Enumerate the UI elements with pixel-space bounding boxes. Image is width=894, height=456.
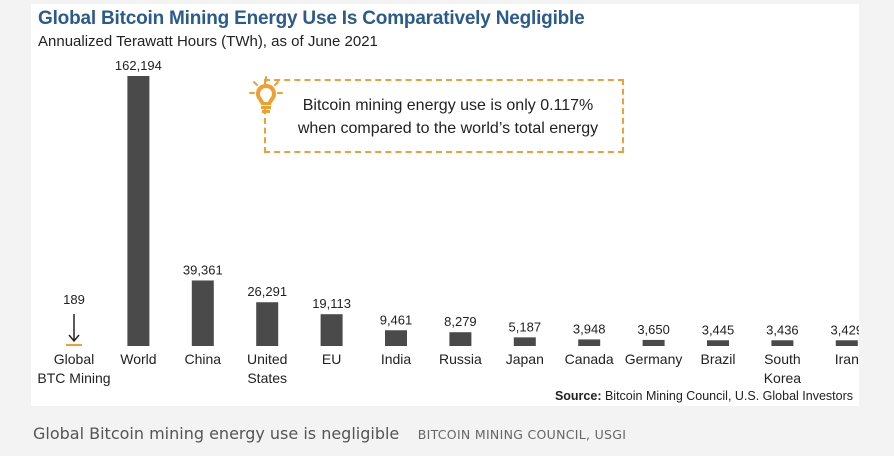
category-label: Canada	[565, 351, 614, 367]
callout-line-2: when compared to the world’s total energ…	[297, 120, 599, 137]
callout-text: Bitcoin mining energy use is only 0.117%…	[278, 94, 618, 140]
callout-box: Bitcoin mining energy use is only 0.117%…	[249, 76, 624, 153]
category-label: EU	[322, 351, 341, 367]
category-label: South	[764, 351, 801, 367]
category-label: Iran	[835, 351, 859, 367]
pointer-arrow-head	[68, 334, 80, 343]
value-label: 3,650	[637, 322, 670, 337]
value-label: 19,113	[312, 296, 351, 311]
chart-subtitle: Annualized Terawatt Hours (TWh), as of J…	[38, 33, 378, 50]
bar	[771, 340, 794, 346]
value-label: 189	[63, 292, 85, 307]
category-label: United	[247, 351, 287, 367]
bar	[256, 302, 279, 346]
value-label: 9,461	[380, 312, 413, 327]
bar	[191, 280, 214, 346]
caption-credit: BITCOIN MINING COUNCIL, USGI	[417, 427, 627, 442]
category-label: Russia	[439, 351, 482, 367]
category-label: BTC Mining	[37, 370, 110, 386]
caption-text: Global Bitcoin mining energy use is negl…	[33, 424, 400, 443]
bar	[127, 76, 150, 346]
lightbulb-icon	[249, 76, 283, 113]
category-label: China	[185, 351, 222, 367]
category-label: States	[247, 370, 287, 386]
category-label: Germany	[625, 351, 683, 367]
value-label: 5,187	[509, 319, 542, 334]
bar	[385, 330, 407, 346]
value-label: 3,445	[702, 322, 735, 337]
value-label: 8,279	[444, 314, 477, 329]
bar	[578, 339, 601, 346]
category-label: India	[381, 351, 412, 367]
source-text: Bitcoin Mining Council, U.S. Global Inve…	[604, 389, 853, 403]
value-label: 3,948	[573, 321, 606, 336]
bar	[320, 314, 343, 346]
value-label: 3,429	[831, 322, 859, 337]
bar	[513, 337, 536, 346]
category-label: Japan	[506, 351, 544, 367]
bar	[707, 340, 729, 346]
category-label: World	[120, 351, 156, 367]
chart-figure: Global Bitcoin Mining Energy Use Is Comp…	[31, 4, 859, 406]
value-label: 162,194	[115, 58, 162, 73]
category-label: Global	[54, 351, 94, 367]
bar	[642, 339, 665, 346]
value-label: 26,291	[247, 284, 287, 299]
image-caption: Global Bitcoin mining energy use is negl…	[33, 424, 626, 444]
category-label: Korea	[764, 370, 802, 386]
bar	[835, 340, 858, 346]
bar-highlight	[66, 344, 82, 346]
value-label: 39,361	[183, 262, 223, 277]
value-label: 3,436	[766, 322, 799, 337]
callout-line-1: Bitcoin mining energy use is only 0.117%	[302, 97, 594, 114]
chart-title: Global Bitcoin Mining Energy Use Is Comp…	[38, 8, 585, 29]
category-label: Brazil	[700, 351, 735, 367]
bar	[449, 332, 472, 346]
source-label: Source:	[554, 389, 602, 403]
bar-chart: 189 Global BTC Mining 162,194 World 39,361 Chi…	[37, 58, 859, 386]
source-note: Source: Bitcoin Mining Council, U.S. Glo…	[555, 389, 853, 403]
